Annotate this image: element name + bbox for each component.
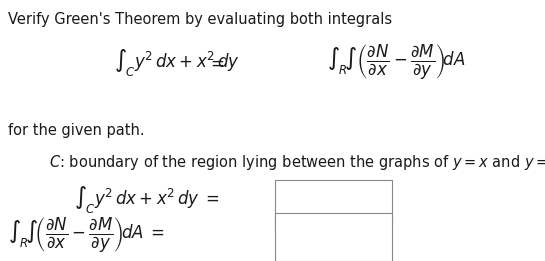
- FancyBboxPatch shape: [275, 213, 392, 261]
- Text: $\int_R\!\int \left(\dfrac{\partial N}{\partial x} - \dfrac{\partial M}{\partial: $\int_R\!\int \left(\dfrac{\partial N}{\…: [327, 43, 465, 82]
- Text: for the given path.: for the given path.: [8, 123, 145, 138]
- Text: $=$: $=$: [207, 54, 225, 72]
- FancyBboxPatch shape: [275, 180, 392, 228]
- Text: $\int_C y^2\,dx + x^2\,dy\;=$: $\int_C y^2\,dx + x^2\,dy\;=$: [74, 184, 219, 215]
- Text: $C$: boundary of the region lying between the graphs of $y = x$ and $y = x^2$: $C$: boundary of the region lying betwee…: [49, 151, 545, 173]
- Text: $\int_R\!\int\!\left(\dfrac{\partial N}{\partial x} - \dfrac{\partial M}{\partia: $\int_R\!\int\!\left(\dfrac{\partial N}{…: [8, 215, 165, 254]
- Text: $\int_C y^2\,dx + x^2\,dy$: $\int_C y^2\,dx + x^2\,dy$: [114, 47, 240, 78]
- Text: Verify Green's Theorem by evaluating both integrals: Verify Green's Theorem by evaluating bot…: [8, 12, 392, 27]
